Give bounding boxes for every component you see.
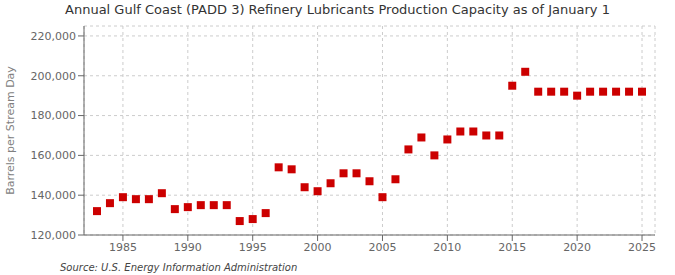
svg-text:2020: 2020 <box>563 241 591 254</box>
svg-text:140,000: 140,000 <box>31 189 77 202</box>
html-text:Source: U.S. Energy Informatio: Source: U.S. Energy Information Administ… <box>60 262 298 273</box>
svg-text:2015: 2015 <box>498 241 526 254</box>
svg-text:1985: 1985 <box>109 241 137 254</box>
svg-text:2000: 2000 <box>304 241 332 254</box>
svg-text:Barrels per Stream Day: Barrels per Stream Day <box>4 66 17 195</box>
svg-text:160,000: 160,000 <box>31 149 77 162</box>
svg-text:220,000: 220,000 <box>31 30 77 43</box>
svg-text:1990: 1990 <box>174 241 202 254</box>
svg-text:1995: 1995 <box>239 241 267 254</box>
svg-text:2025: 2025 <box>628 241 656 254</box>
svg-text:2005: 2005 <box>368 241 396 254</box>
html-text:Annual Gulf Coast (PADD 3) Ref: Annual Gulf Coast (PADD 3) Refinery Lubr… <box>65 2 610 17</box>
svg-text:120,000: 120,000 <box>31 229 77 242</box>
svg-text:200,000: 200,000 <box>31 70 77 83</box>
svg-text:180,000: 180,000 <box>31 109 77 122</box>
svg-text:2010: 2010 <box>433 241 461 254</box>
